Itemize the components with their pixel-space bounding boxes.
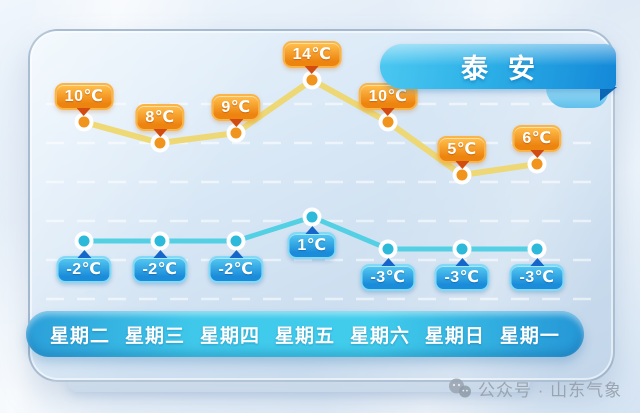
high-temp-badge: 8℃	[135, 104, 185, 137]
watermark: 公众号 · 山东气象	[448, 376, 622, 401]
low-temp-badge: -3℃	[360, 258, 416, 291]
weekday-label: 星期六	[349, 325, 410, 347]
data-point	[382, 116, 394, 128]
weekday-label: 星期五	[274, 325, 335, 347]
wechat-icon	[449, 378, 471, 397]
weekday-bar: 星期二 星期三 星期四 星期五 星期六 星期日 星期一	[26, 311, 584, 357]
data-point	[456, 169, 468, 181]
data-point	[306, 74, 318, 86]
data-point	[154, 235, 166, 247]
data-point	[456, 243, 468, 255]
city-title: 泰安	[461, 54, 555, 84]
data-point	[78, 116, 90, 128]
data-point	[230, 127, 242, 139]
data-point	[154, 137, 166, 149]
data-point	[230, 235, 242, 247]
high-temp-badge: 10℃	[358, 83, 418, 116]
data-point	[78, 235, 90, 247]
weekday-label: 星期四	[199, 325, 260, 347]
watermark-text: 公众号 · 山东气象	[478, 381, 623, 400]
data-point	[531, 243, 543, 255]
data-point	[382, 243, 394, 255]
low-temp-badge: -3℃	[509, 258, 565, 291]
low-temp-badge: -3℃	[434, 258, 490, 291]
city-ribbon: 泰安	[380, 44, 616, 89]
high-temp-badge: 14℃	[282, 41, 342, 74]
weekday-label: 星期一	[499, 325, 560, 347]
low-temp-badge: -2℃	[208, 250, 264, 283]
weekday-label: 星期三	[124, 325, 185, 347]
high-temp-badge: 5℃	[437, 136, 487, 169]
weekday-label: 星期日	[424, 325, 485, 347]
high-temp-badge: 10℃	[54, 83, 114, 116]
high-temp-badge: 9℃	[211, 94, 261, 127]
low-temp-badge: -2℃	[56, 250, 112, 283]
weekday-label: 星期二	[50, 325, 111, 347]
high-temp-badge: 6℃	[512, 125, 562, 158]
low-temp-badge: -2℃	[132, 250, 188, 283]
low-temp-badge: 1℃	[287, 226, 337, 259]
ribbon-fold	[546, 87, 608, 108]
data-point	[306, 211, 318, 223]
data-point	[531, 158, 543, 170]
